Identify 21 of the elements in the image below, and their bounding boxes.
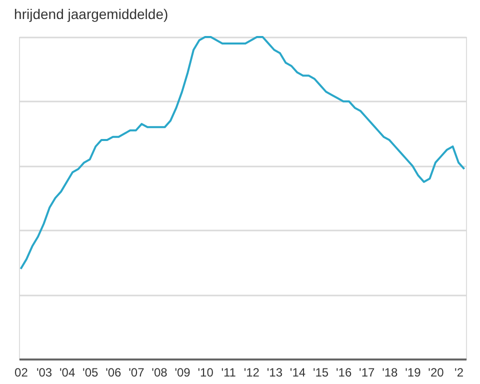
x-tick-label: '17 xyxy=(359,366,375,380)
x-tick-label: '05 xyxy=(82,366,98,380)
x-tick-label: '18 xyxy=(382,366,398,380)
x-tick-label: '06 xyxy=(106,366,122,380)
x-tick-label: '20 xyxy=(428,366,444,380)
x-tick-label: '10 xyxy=(198,366,214,380)
x-tick-label: '2 xyxy=(454,366,464,380)
x-tick-label: '19 xyxy=(405,366,422,380)
x-tick-label: '09 xyxy=(174,366,191,380)
x-tick-label: 02 xyxy=(14,366,28,380)
x-tick-label: '03 xyxy=(36,366,52,380)
x-tick-label: '14 xyxy=(290,366,306,380)
x-tick-label: '15 xyxy=(312,366,329,380)
x-tick-label: '08 xyxy=(152,366,168,380)
x-tick-label: '13 xyxy=(266,366,283,380)
x-tick-label: '07 xyxy=(128,366,145,380)
chart-title: hrijdend jaargemiddelde) xyxy=(14,6,168,22)
x-tick-label: '04 xyxy=(59,366,76,380)
x-tick-label: '11 xyxy=(221,366,236,380)
x-tick-label: '16 xyxy=(336,366,352,380)
x-tick-label: '12 xyxy=(244,366,260,380)
